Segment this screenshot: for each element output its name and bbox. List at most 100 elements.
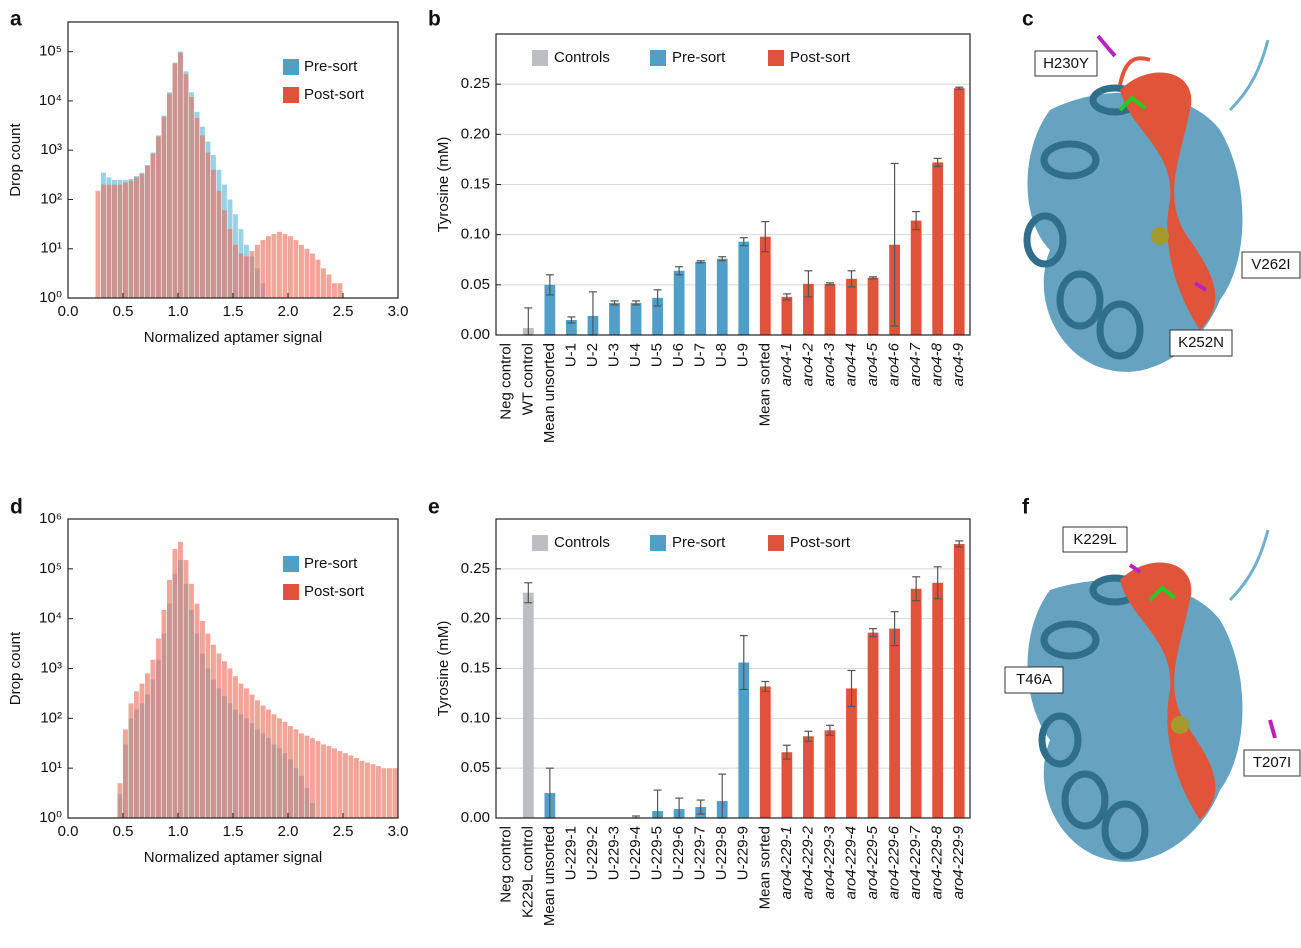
label-box [1004, 666, 1064, 694]
x-tick-label: Neg control [498, 343, 515, 420]
histogram-bar [244, 256, 249, 298]
y-axis-label: Tyrosine (mM) [435, 621, 452, 717]
x-tick-label: aro4-229-6 [886, 825, 903, 899]
panel-letter: e [428, 496, 440, 519]
bar [953, 543, 965, 818]
histogram-bar [332, 748, 337, 818]
histogram-bar [233, 244, 238, 298]
x-tick-label: U-4 [627, 343, 644, 367]
legend-label: Post-sort [304, 583, 365, 600]
error-bar [933, 566, 942, 600]
x-tick-label: aro4-229-4 [842, 826, 859, 899]
chart: 10⁰ 10¹ 10² 10³ 10⁴ 10⁵ 10⁶ Drop count 0.0 0.5 1.0… [7, 510, 408, 866]
histogram-bar [161, 609, 167, 818]
histogram-bar [271, 233, 277, 298]
histogram-bar [123, 729, 128, 818]
error-bar [782, 744, 791, 760]
x-tick-label: U-1 [562, 343, 579, 367]
y-axis-label: Drop count [7, 122, 24, 196]
bar [759, 686, 771, 818]
histogram-bar [365, 762, 370, 818]
histogram-bar [167, 93, 172, 299]
x-tick-label: U-229-8 [713, 826, 730, 880]
legend-label: Pre-sort [672, 49, 726, 66]
x-tick-label: U-7 [692, 343, 709, 367]
histogram-bar [277, 231, 282, 298]
histogram-bar [310, 253, 315, 298]
x-tick-label: K229L control [519, 826, 536, 918]
histogram-bar [249, 694, 255, 818]
y-axis-label: Drop count [7, 631, 24, 705]
bar [953, 88, 965, 336]
residue [1148, 585, 1177, 602]
error-bar [825, 724, 834, 736]
mutation-label: T207I [1253, 754, 1291, 771]
histogram-bar [255, 700, 260, 818]
x-tick-label: U-229-3 [605, 826, 622, 880]
error-bar [718, 256, 727, 262]
histogram-bar [354, 757, 359, 818]
x-tick-label: Mean sorted [756, 343, 773, 426]
histogram-bar [238, 253, 244, 298]
histogram-bar [271, 714, 277, 818]
x-tick-label: 1.5 [223, 823, 244, 840]
histogram-bar [194, 603, 200, 818]
y-tick-label: 10³ [40, 141, 62, 158]
x-tick-label: 0.0 [58, 823, 79, 840]
terminus [1228, 529, 1270, 602]
histogram-bar [337, 283, 343, 298]
error-bar [739, 237, 748, 247]
histogram-bar [145, 673, 150, 818]
bar [932, 162, 944, 335]
x-tick-label: 0.5 [113, 823, 134, 840]
panel-letter: b [428, 8, 441, 31]
histogram-bar [172, 63, 178, 298]
error-bar [933, 157, 942, 168]
histogram-bar [293, 729, 299, 818]
lid-domain [1120, 72, 1216, 330]
legend-label: Pre-sort [304, 555, 358, 572]
error-bar [675, 266, 684, 276]
bar [867, 277, 879, 335]
histogram-bar [150, 153, 156, 298]
histogram-bar [310, 738, 315, 818]
error-bar [804, 270, 813, 298]
y-tick-label: 10² [40, 190, 62, 207]
histogram-bar [123, 182, 128, 298]
histogram-bar [178, 541, 183, 818]
error-bar [761, 680, 770, 693]
x-tick-label: Neg control [498, 826, 515, 903]
histogram-bar [156, 136, 161, 298]
error-bar [610, 300, 619, 306]
residue [1118, 95, 1147, 112]
x-tick-label: aro4-229-8 [929, 825, 946, 899]
y-tick-label: 0.25 [461, 560, 490, 577]
histogram-bar [381, 768, 387, 818]
histogram-bar [161, 116, 167, 298]
error-bar [696, 799, 705, 815]
y-tick-label: 0.25 [461, 75, 490, 92]
x-tick-label: 2.0 [278, 303, 299, 320]
histogram-bar [282, 233, 288, 298]
bar [910, 220, 922, 335]
histogram-bar [260, 705, 266, 818]
y-tick-label: 0.10 [461, 226, 490, 243]
histogram-bar [205, 152, 211, 298]
histogram-bar [106, 184, 112, 298]
histogram-bar [299, 244, 304, 298]
label-box [1243, 749, 1301, 777]
error-bar [524, 582, 533, 604]
x-tick-label: aro4-2 [799, 342, 816, 386]
histogram-bar [101, 184, 106, 298]
protein-structure: H230Y V262I K252N [1023, 34, 1301, 372]
histogram-bar [222, 661, 227, 818]
bar [824, 283, 836, 335]
bar [738, 662, 750, 818]
histogram-bar [200, 620, 205, 818]
panel-letter: c [1022, 8, 1034, 31]
y-tick-label: 0.15 [461, 175, 490, 192]
label-box [1034, 50, 1098, 77]
bar [803, 283, 814, 335]
histogram-bar [326, 745, 332, 818]
